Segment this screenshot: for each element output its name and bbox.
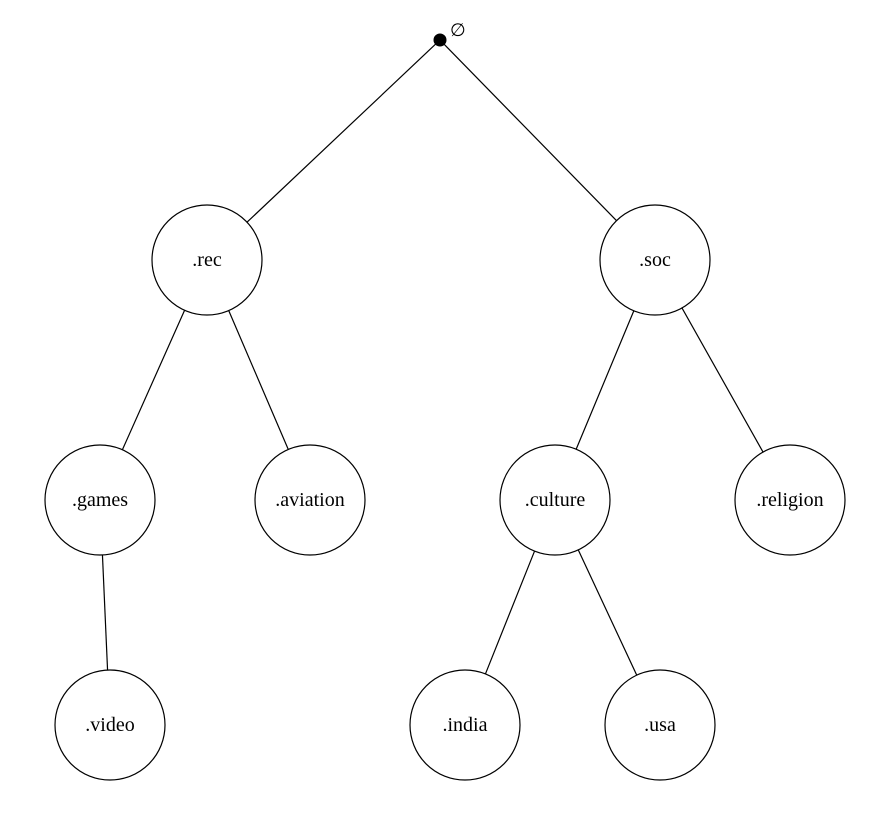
edges-layer	[102, 44, 763, 675]
node-label: .usa	[644, 714, 676, 736]
tree-node-soc: .soc	[600, 205, 710, 315]
tree-node-usa: .usa	[605, 670, 715, 780]
node-label: .soc	[639, 249, 671, 271]
node-label: .culture	[525, 489, 586, 511]
tree-edge	[229, 311, 289, 450]
tree-edge	[485, 551, 534, 674]
tree-node-video: .video	[55, 670, 165, 780]
tree-node-games: .games	[45, 445, 155, 555]
tree-node-root: ∅	[434, 20, 466, 46]
tree-edge	[444, 44, 616, 220]
tree-node-aviation: .aviation	[255, 445, 365, 555]
tree-edge	[247, 44, 436, 222]
tree-diagram: ∅ .rec .soc .games .aviation .culture .religio…	[0, 0, 880, 838]
node-label: .games	[72, 489, 128, 511]
tree-edge	[682, 308, 763, 452]
tree-node-religion: .religion	[735, 445, 845, 555]
tree-edge	[576, 311, 634, 449]
nodes-layer: ∅ .rec .soc .games .aviation .culture .religio…	[45, 20, 845, 780]
tree-edge	[102, 555, 107, 670]
tree-node-culture: .culture	[500, 445, 610, 555]
tree-node-rec: .rec	[152, 205, 262, 315]
node-label: .india	[443, 714, 488, 736]
node-label: .video	[85, 714, 134, 736]
tree-edge	[578, 550, 636, 675]
tree-node-india: .india	[410, 670, 520, 780]
node-label: .rec	[192, 249, 222, 271]
tree-edge	[122, 310, 184, 450]
node-label: .religion	[756, 489, 823, 511]
node-label: .aviation	[275, 489, 344, 511]
root-label: ∅	[450, 20, 466, 40]
root-dot	[434, 34, 446, 46]
